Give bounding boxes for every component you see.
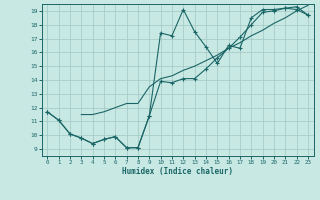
X-axis label: Humidex (Indice chaleur): Humidex (Indice chaleur) xyxy=(122,167,233,176)
